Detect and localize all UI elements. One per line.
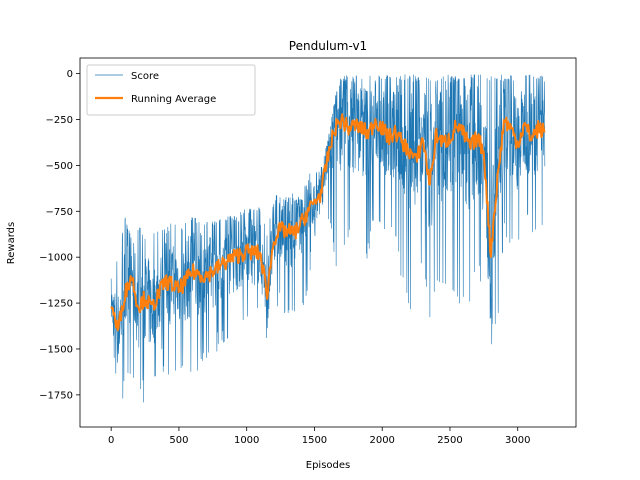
legend-box (86, 64, 256, 116)
y-tick-label: −1250 (39, 299, 73, 310)
y-tick-label: −1750 (39, 390, 73, 401)
x-tick-label: 3000 (505, 435, 530, 446)
x-tick-label: 500 (169, 435, 188, 446)
series-score-line (110, 74, 546, 403)
y-tick-label: −500 (46, 161, 73, 172)
chart-title: Pendulum-v1 (289, 39, 367, 53)
x-tick-label: 2500 (437, 435, 462, 446)
x-tick-label: 1500 (302, 435, 327, 446)
y-tick-label: −1000 (39, 253, 73, 264)
legend-label-running-average: Running Average (131, 94, 216, 105)
axes-frame (79, 57, 577, 428)
legend-label-score: Score (131, 71, 159, 82)
plot-area (110, 74, 546, 403)
x-tick-label: 0 (108, 435, 114, 446)
x-axis: 0 500 1000 1500 2000 2500 3000 (108, 427, 530, 446)
x-tick-label: 2000 (369, 435, 394, 446)
y-axis-title: Rewards (6, 222, 17, 264)
y-tick-label: −750 (46, 207, 73, 218)
y-tick-label: 0 (67, 69, 73, 80)
y-tick-label: −250 (46, 115, 73, 126)
y-tick-label: −1500 (39, 344, 73, 355)
x-tick-label: 1000 (234, 435, 259, 446)
legend: Score Running Average (86, 64, 256, 116)
series-running-average-line (110, 113, 546, 332)
x-axis-title: Episodes (306, 460, 350, 471)
y-axis: 0 −250 −500 −750 −1000 −1250 −1500 −1750 (39, 69, 80, 401)
